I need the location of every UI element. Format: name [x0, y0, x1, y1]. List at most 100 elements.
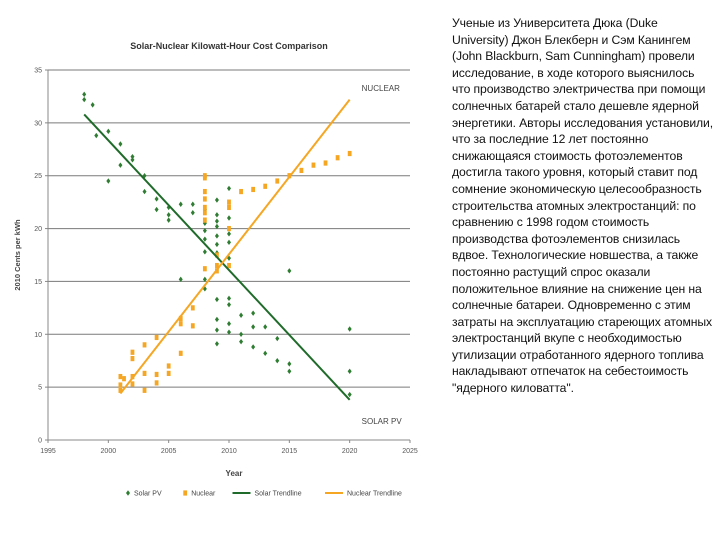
solar-pv-point	[202, 249, 207, 255]
legend-label: Nuclear	[191, 491, 216, 498]
nuclear-point	[166, 363, 171, 369]
x-tick-label: 2015	[282, 448, 298, 455]
solar-pv-point	[130, 157, 135, 163]
nuclear-point	[118, 373, 123, 380]
nuclear-point	[178, 315, 183, 322]
solar-pv-point	[142, 188, 147, 195]
y-tick-label: 0	[38, 438, 42, 445]
solar-pv-point	[202, 227, 207, 234]
nuclear-point	[275, 178, 280, 184]
solar-pv-point	[214, 341, 219, 347]
solar-pv-point	[227, 295, 231, 302]
solar-pv-point	[214, 197, 219, 203]
y-tick-label: 10	[34, 332, 42, 339]
solar-pv-point	[227, 301, 231, 308]
solar-pv-point	[202, 236, 207, 242]
solar-pv-point	[251, 310, 256, 316]
x-tick-label: 2025	[402, 448, 418, 455]
nuclear-point	[227, 199, 231, 205]
solar-pv-point	[190, 210, 195, 216]
nuclear-point	[130, 356, 135, 362]
solar-pv-point	[227, 185, 231, 192]
nuclear-trendline	[119, 98, 351, 395]
solar-pv-point	[82, 91, 87, 98]
y-tick-label: 15	[34, 279, 42, 286]
nuclear-point	[215, 262, 219, 269]
nuclear-point	[154, 334, 159, 341]
legend-label: Solar PV	[134, 491, 162, 498]
nuclear-point	[178, 321, 183, 327]
solar-pv-point	[347, 326, 352, 332]
solar-pv-point	[239, 331, 244, 337]
nuclear-point	[190, 305, 195, 311]
solar-pv-point	[251, 324, 256, 330]
solar-pv-point	[214, 223, 219, 230]
solar-pv-point	[287, 368, 292, 374]
y-axis-label: 2010 Cents per kWh	[13, 219, 22, 291]
solar-pv-point	[90, 102, 95, 108]
nuclear-point	[202, 188, 207, 195]
nuclear-point	[239, 188, 243, 195]
nuclear-point	[202, 217, 207, 223]
solar-pv-point	[118, 162, 123, 168]
x-tick-label: 2010	[221, 448, 237, 455]
solar-pv-point	[190, 201, 195, 207]
nuclear-point	[142, 342, 147, 348]
nuclear-point	[130, 381, 135, 387]
x-tick-label: 2000	[101, 448, 117, 455]
solar-pv-point	[106, 178, 111, 184]
nuclear-point	[130, 349, 135, 355]
solar-pv-point	[275, 358, 280, 364]
solar-pv-point	[227, 239, 231, 246]
solar-pv-point	[202, 276, 207, 283]
solar-pv-point	[214, 212, 219, 218]
solar-pv-point	[214, 218, 219, 224]
legend-marker-nuclear	[183, 490, 188, 496]
chart-area: 0 5 10 15 20 25 30 35 1995 2000 2005 2010 2015 2020 20…	[13, 41, 418, 498]
solar-pv-point	[227, 231, 231, 237]
nuclear-point	[154, 380, 159, 386]
nuclear-point	[202, 266, 207, 272]
nuclear-point	[202, 210, 207, 216]
solar-pv-point	[166, 217, 171, 223]
x-tick-label: 1995	[40, 448, 56, 455]
solar-pv-point	[263, 324, 268, 330]
nuclear-point	[299, 167, 304, 174]
solar-pv-point	[239, 312, 244, 318]
legend-marker-solar-pv	[126, 490, 130, 496]
y-tick-label: 35	[34, 68, 42, 75]
nuclear-point	[251, 186, 256, 193]
legend-label: Solar Trendline	[255, 491, 302, 498]
solar-pv-point	[227, 215, 231, 221]
nuclear-point	[154, 371, 159, 378]
solar-pv-point	[154, 196, 159, 202]
nuclear-point	[227, 225, 231, 232]
y-tick-label: 20	[34, 226, 42, 233]
nuclear-point	[311, 162, 316, 168]
nuclear-point	[202, 204, 207, 211]
solar-pv-point	[251, 344, 256, 350]
solar-pv-point	[287, 361, 292, 367]
solar-pv-point	[347, 391, 352, 398]
x-axis-label: Year	[226, 469, 243, 478]
solar-pv-point	[214, 241, 219, 248]
nuclear-point	[323, 160, 328, 166]
solar-pv-point	[178, 276, 183, 283]
x-tick-label: 2020	[342, 448, 358, 455]
y-tick-label: 5	[38, 385, 42, 392]
nuclear-point	[190, 323, 195, 329]
nuclear-point	[142, 370, 147, 376]
nuclear-point	[122, 376, 126, 382]
annotation-solar-pv: SOLAR PV	[362, 417, 403, 426]
solar-pv-point	[275, 335, 280, 342]
solar-pv-point	[214, 327, 219, 333]
solar-pv-point	[239, 338, 244, 345]
nuclear-point	[227, 262, 231, 269]
solar-pv-point	[154, 206, 159, 213]
nuclear-point	[335, 155, 340, 161]
chart-title: Solar-Nuclear Kilowatt-Hour Cost Compari…	[130, 41, 328, 51]
nuclear-point	[347, 150, 352, 157]
y-tick-label: 30	[34, 120, 42, 127]
solar-pv-point	[82, 96, 87, 103]
